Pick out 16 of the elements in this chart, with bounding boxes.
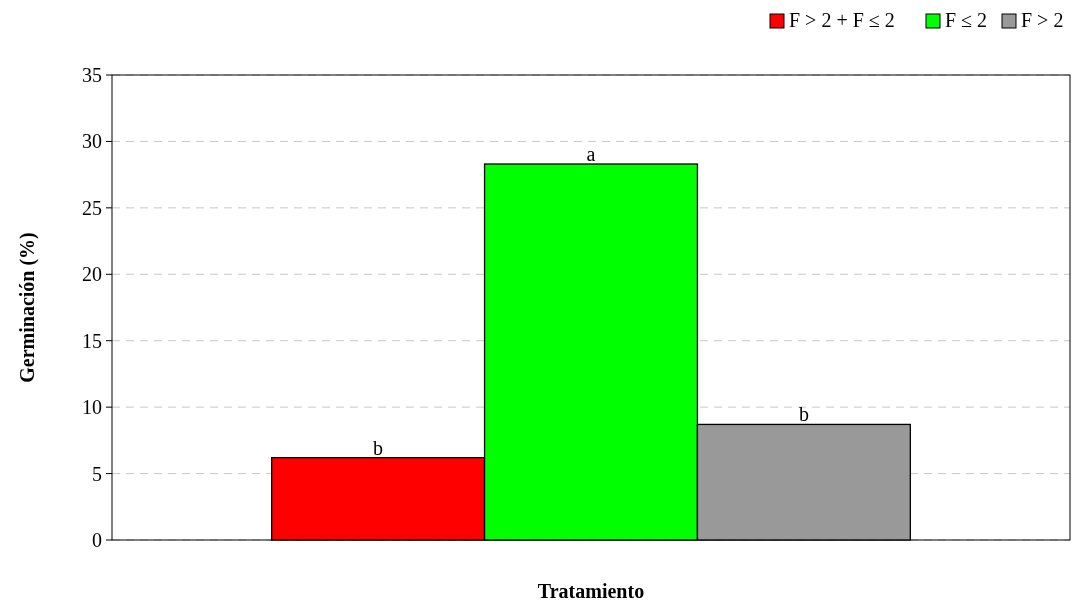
y-axis-title: Germinación (%) xyxy=(16,232,39,383)
y-tick-label: 5 xyxy=(92,462,102,485)
y-tick-label: 20 xyxy=(82,263,102,286)
data-label: a xyxy=(586,143,596,166)
legend-label: F > 2 + F ≤ 2 xyxy=(789,9,895,31)
x-axis-title: Tratamiento xyxy=(537,580,645,602)
legend-label: F > 2 xyxy=(1021,9,1064,31)
y-tick-label: 35 xyxy=(82,64,102,86)
y-tick-label: 0 xyxy=(92,529,102,551)
y-tick-label: 30 xyxy=(82,130,102,153)
data-label: b xyxy=(798,403,809,426)
y-tick-label: 15 xyxy=(82,329,102,352)
y-tick-label: 25 xyxy=(82,196,102,219)
legend-label: F ≤ 2 xyxy=(945,9,988,31)
data-label: b xyxy=(373,436,384,459)
y-tick-label: 10 xyxy=(82,396,102,419)
